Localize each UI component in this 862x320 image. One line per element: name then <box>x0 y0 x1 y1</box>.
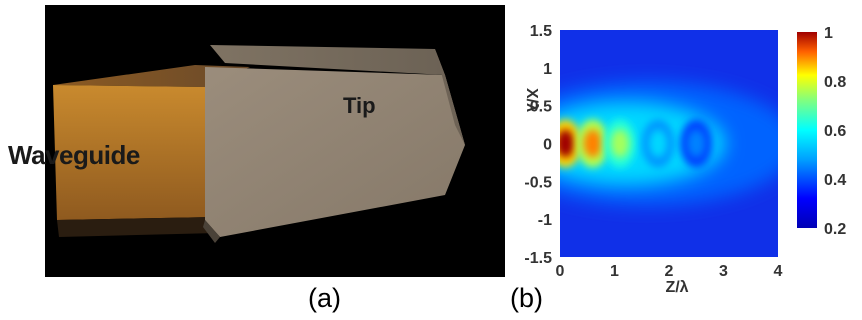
x-tick-1: 1 <box>610 263 619 280</box>
colorbar-tick-1: 0.8 <box>824 74 846 91</box>
y-tick-labels: 1.5 1 0.5 0 -0.5 -1 -1.5 <box>524 23 552 267</box>
colorbar <box>797 32 817 228</box>
waveguide-top-face <box>53 65 250 87</box>
heatmap-chart: 0 1 2 3 4 1.5 1 0.5 0 -0.5 -1 -1.5 Z/λ X/λ 1 0.8 0.6… <box>523 23 846 296</box>
colorbar-tick-4: 0.2 <box>824 221 846 238</box>
y-tick-6: -1.5 <box>524 250 552 267</box>
tip-label: Tip <box>343 93 376 118</box>
tip-front-face <box>205 67 465 237</box>
y-axis-label: X/λ <box>523 88 540 112</box>
tip-bottom-edge <box>203 220 220 243</box>
y-tick-2: 0.5 <box>530 99 552 116</box>
tip-right-bevel <box>435 49 465 145</box>
x-tick-4: 4 <box>774 263 783 280</box>
hotspot-2 <box>610 129 629 158</box>
y-tick-5: -1 <box>538 212 552 229</box>
heatmap-field <box>560 81 778 206</box>
y-tick-4: -0.5 <box>524 174 552 191</box>
colorbar-tick-0: 1 <box>824 25 833 42</box>
x-tick-0: 0 <box>556 263 565 280</box>
caption-b: (b) <box>510 283 543 313</box>
caption-a: (a) <box>308 283 341 313</box>
waveguide-3d-illustration <box>53 45 465 243</box>
x-axis-label: Z/λ <box>665 279 688 296</box>
x-tick-3: 3 <box>719 263 728 280</box>
x-tick-labels: 0 1 2 3 4 <box>556 263 783 280</box>
y-tick-0: 1.5 <box>530 23 552 40</box>
waveguide-bottom-edge <box>57 217 217 237</box>
y-tick-1: 1 <box>543 61 552 78</box>
colorbar-tick-2: 0.6 <box>824 123 846 140</box>
colorbar-tick-labels: 1 0.8 0.6 0.4 0.2 <box>824 25 846 238</box>
hotspot-4 <box>687 129 706 158</box>
tip-top-face <box>210 45 445 75</box>
y-tick-3: 0 <box>543 137 552 154</box>
waveguide-render: Tip <box>45 5 505 277</box>
waveguide-front-face <box>53 85 215 220</box>
field-intensity-plot: 0 1 2 3 4 1.5 1 0.5 0 -0.5 -1 -1.5 Z/λ X/λ 1 0.8 0.6… <box>497 0 862 300</box>
waveguide-label: Waveguide <box>8 140 140 170</box>
hotspot-0 <box>560 129 575 158</box>
x-tick-2: 2 <box>665 263 674 280</box>
colorbar-tick-3: 0.4 <box>824 172 846 189</box>
hotspot-1 <box>583 129 602 158</box>
hotspot-3 <box>649 129 668 158</box>
